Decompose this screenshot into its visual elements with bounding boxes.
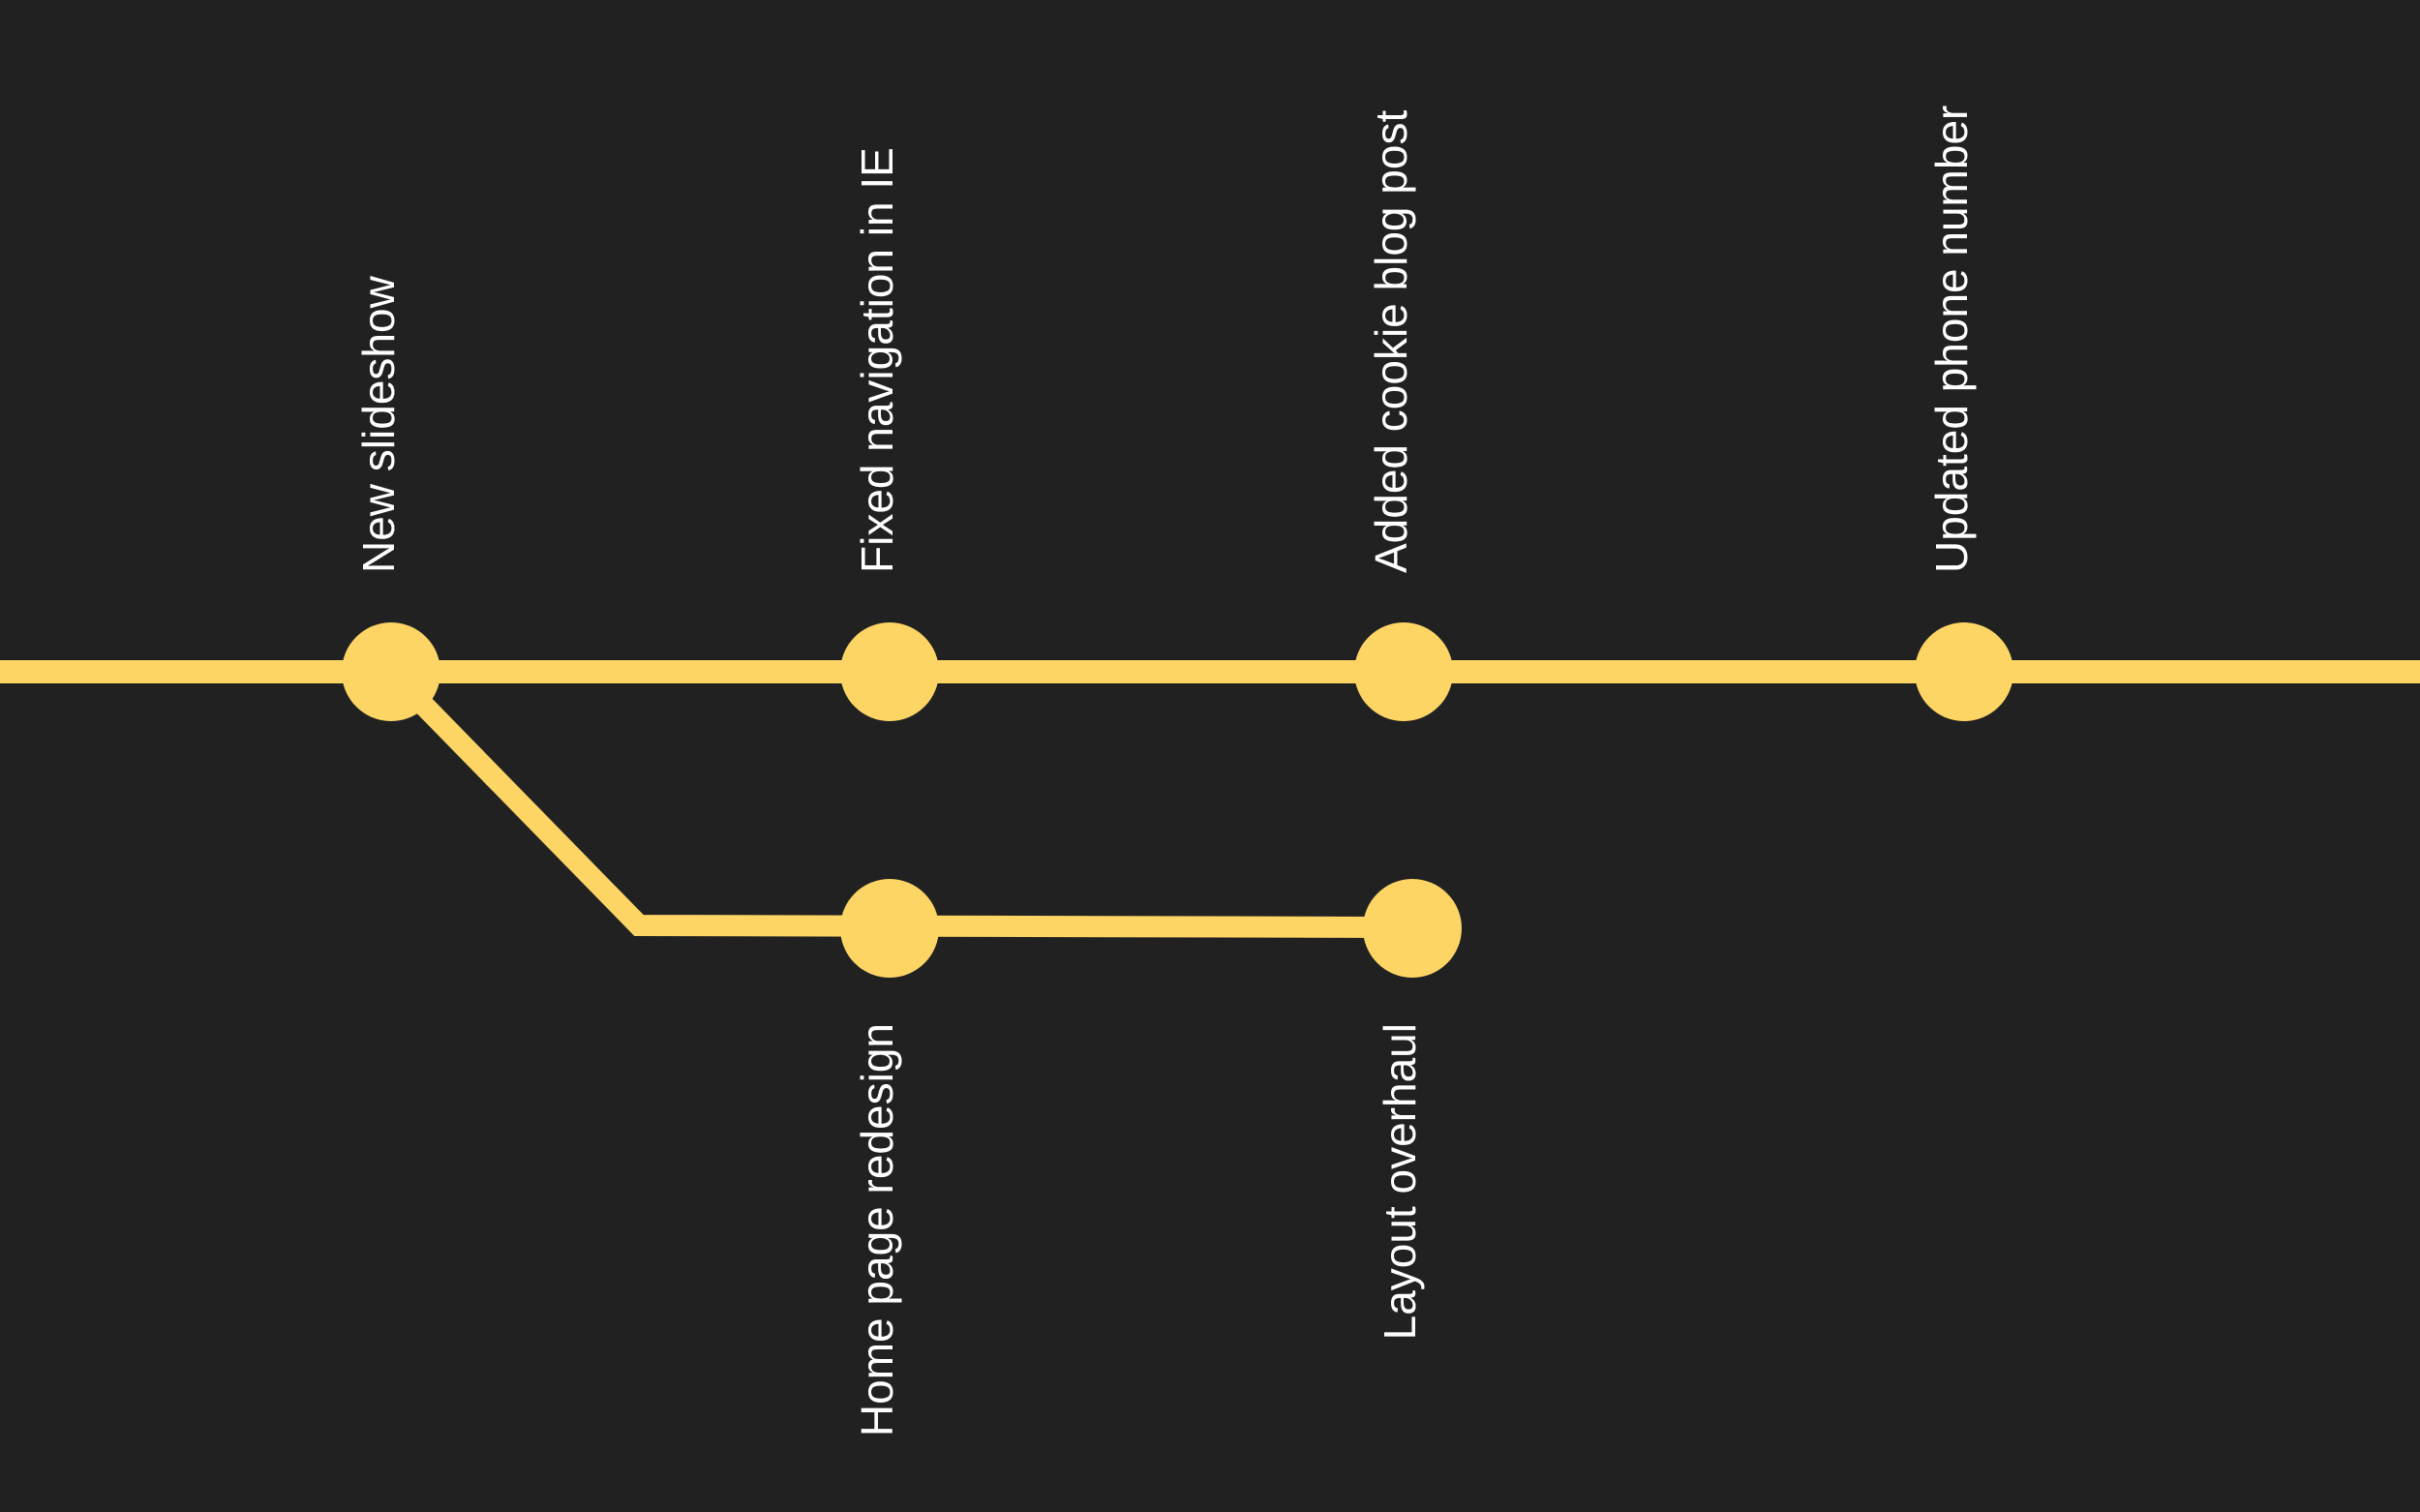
commit-node[interactable] — [342, 622, 440, 721]
commit-node[interactable] — [1915, 622, 2013, 721]
feature-branch-line — [383, 664, 1413, 938]
commit-label: Fixed navigation in IE — [852, 147, 902, 573]
commit-node[interactable] — [840, 622, 939, 721]
commit-node[interactable] — [840, 879, 939, 978]
commit-label: Added cookie blog post — [1366, 110, 1416, 573]
commit-label: Home page redesign — [852, 1023, 902, 1436]
commit-label: Updated phone number — [1926, 106, 1977, 573]
commit-label: Layout overhaul — [1375, 1023, 1425, 1340]
commit-label: New slideshow — [353, 275, 404, 573]
commit-node[interactable] — [1363, 879, 1462, 978]
commit-node[interactable] — [1354, 622, 1453, 721]
